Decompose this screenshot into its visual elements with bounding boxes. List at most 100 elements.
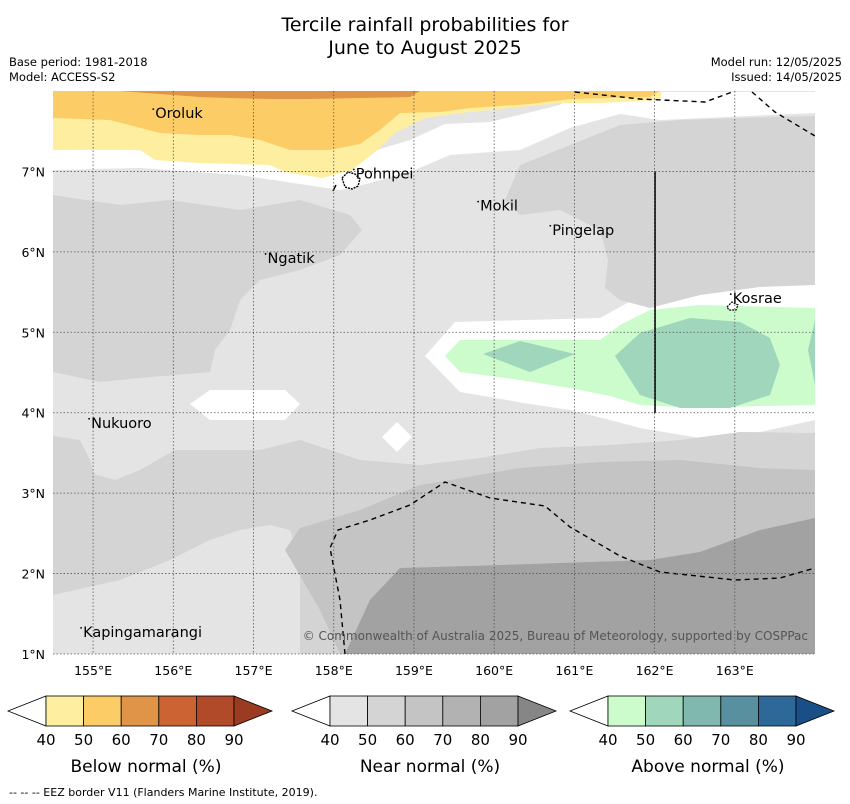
meta-right: Model run: 12/05/2025 Issued: 14/05/2025 (711, 55, 842, 85)
place-label: Nukuoro (91, 416, 152, 432)
eez-footnote: -- -- -- EEZ border V11 (Flanders Marine… (9, 786, 318, 799)
lon-tick-label: 162°E (636, 663, 674, 678)
place-label: Mokil (480, 199, 518, 215)
near-normal-70-region (345, 518, 815, 654)
colorbar-tick-label: 50 (636, 731, 655, 749)
colorbar-swatch (83, 695, 122, 727)
colorbar-tick-label: 80 (471, 731, 490, 749)
colorbar-swatch (682, 695, 722, 727)
title-line-1: Tercile rainfall probabilities for (281, 14, 569, 36)
colorbar-swatch (607, 695, 646, 727)
place-marker (549, 224, 552, 227)
colorbar-swatch (720, 695, 759, 727)
lon-tick-label: 160°E (475, 663, 513, 678)
model-run-text: Model run: 12/05/2025 (710, 55, 842, 69)
near-normal-50-west (53, 195, 362, 382)
colorbar-tick-label: 40 (36, 731, 55, 749)
colorbar-tick-label: 70 (711, 731, 730, 749)
colorbar-tick-label: 90 (786, 731, 805, 749)
graticule (53, 91, 815, 655)
lon-tick-labels: 155°E 156°E 157°E 158°E 159°E 160°E 161°E 162°E… (74, 663, 754, 678)
place-marker (352, 168, 355, 171)
below-normal-50-region (53, 91, 660, 150)
colorbar-swatch (329, 695, 368, 727)
place-marker (88, 417, 90, 420)
near-normal-40-southwest (53, 525, 300, 654)
above-normal-50-patch-west (483, 341, 575, 372)
colorbar-max-arrow (233, 695, 274, 727)
colorbar-min-arrow (568, 695, 609, 727)
place-marker (80, 627, 82, 629)
lat-tick-label: 6°N (21, 245, 45, 260)
colorbar-tick-label: 40 (598, 731, 617, 749)
place-marker (264, 253, 267, 255)
lon-tick-label: 155°E (74, 663, 112, 678)
colorbar-title: Above normal (%) (631, 757, 784, 777)
colorbar-swatch (120, 695, 160, 727)
below-normal-60-region (120, 91, 420, 99)
kosrae-island-icon (726, 301, 739, 311)
pohnpei-island-icon (341, 171, 361, 190)
eez-border-north (574, 91, 815, 137)
colorbar-tick-label: 70 (433, 731, 452, 749)
near-normal-50-east (505, 116, 815, 308)
lon-tick-label: 159°E (395, 663, 433, 678)
eez-border-south (329, 481, 815, 654)
lon-tick-label: 157°E (235, 663, 273, 678)
base-period-text: Base period: 1981-2018 (9, 55, 148, 69)
colorbar-tick-label: 70 (149, 731, 168, 749)
lat-tick-labels: 1°N 2°N 3°N 4°N 5°N 6°N 7°N (21, 164, 45, 662)
colorbar-title: Near normal (%) (360, 757, 500, 777)
lat-tick-label: 1°N (21, 647, 45, 662)
place-label: Pohnpei (356, 166, 414, 182)
colorbar-min-arrow (290, 695, 331, 727)
colorbar-swatch (479, 695, 519, 727)
model-text: Model: ACCESS-S2 (9, 70, 116, 84)
lat-tick-label: 7°N (21, 164, 45, 179)
place-marker (729, 293, 732, 296)
colorbar-swatch (195, 695, 235, 727)
colorbar-tick-label: 80 (187, 731, 206, 749)
colorbar-swatch (645, 695, 684, 727)
place-label: Kapingamarangi (83, 625, 202, 641)
colorbar-swatch (758, 695, 797, 727)
above-normal-50-kosrae (615, 318, 780, 408)
place-label: Oroluk (155, 106, 203, 122)
colorbar-min-arrow (6, 695, 47, 727)
place-labels: Oroluk Pohnpei Mokil Pingelap Ngatik Kosrae Nu… (80, 106, 782, 641)
white-patch-west (190, 390, 300, 420)
colorbar-tick-label: 60 (396, 731, 415, 749)
white-band-north (53, 92, 815, 190)
lat-tick-label: 5°N (21, 325, 45, 340)
place-label: Pingelap (552, 223, 614, 239)
colorbar-swatch (158, 695, 197, 727)
lon-tick-label: 158°E (315, 663, 353, 678)
lon-tick-label: 163°E (716, 663, 754, 678)
colorbar-tick-label: 90 (224, 731, 243, 749)
colorbar: 40 50 60 70 80 90 Near normal (%) (290, 695, 558, 777)
colorbar-tick-label: 90 (508, 731, 527, 749)
probability-field (53, 91, 815, 654)
white-patch-small (382, 422, 412, 452)
copyright-text: © Commonwealth of Australia 2025, Bureau… (303, 629, 808, 643)
title-line-2: June to August 2025 (328, 37, 522, 59)
lon-tick-label: 161°E (555, 663, 593, 678)
place-marker (152, 108, 155, 111)
colorbar-max-arrow (795, 695, 836, 727)
lat-tick-label: 4°N (21, 406, 45, 421)
place-label: Kosrae (733, 291, 782, 307)
place-label: Ngatik (268, 251, 316, 267)
lat-tick-label: 3°N (21, 486, 45, 501)
above-normal-50-edge (808, 320, 815, 385)
colorbar-tick-label: 60 (674, 731, 693, 749)
colorbar-tick-label: 80 (749, 731, 768, 749)
meta-left: Base period: 1981-2018 Model: ACCESS-S2 (9, 55, 148, 85)
colorbar-tick-label: 50 (358, 731, 377, 749)
colorbar-max-arrow (517, 695, 558, 727)
colorbar-tick-label: 60 (112, 731, 131, 749)
colorbar-swatch (404, 695, 444, 727)
